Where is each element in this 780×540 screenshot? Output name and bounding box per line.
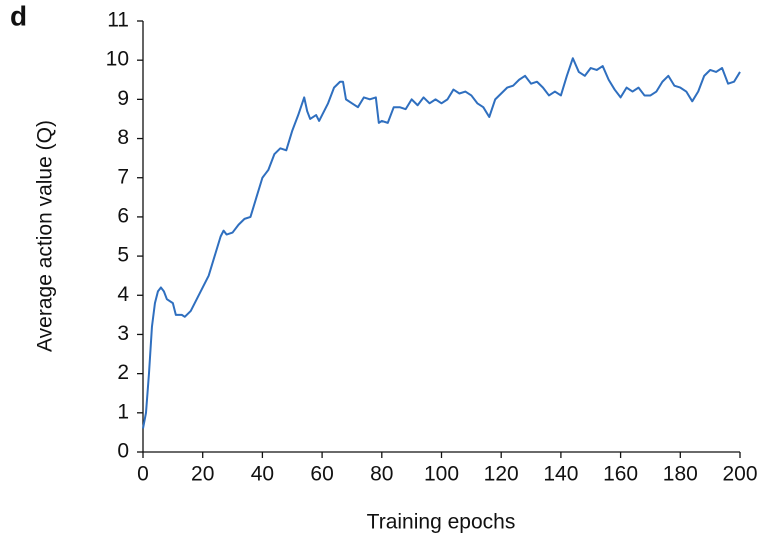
data-line bbox=[142, 57, 741, 429]
y-axis-label: Average action value (Q) bbox=[34, 120, 57, 352]
y-tick-label: 9 bbox=[117, 87, 129, 110]
y-tick-label: 7 bbox=[117, 165, 129, 188]
y-tick-label: 6 bbox=[117, 204, 129, 227]
x-axis-label: Training epochs bbox=[367, 511, 516, 534]
y-tick-label: 1 bbox=[117, 400, 129, 423]
x-tick-label: 40 bbox=[251, 463, 274, 486]
x-tick-label: 0 bbox=[137, 463, 149, 486]
x-tick-label: 80 bbox=[370, 463, 393, 486]
x-tick-label: 160 bbox=[603, 463, 638, 486]
y-tick-label: 2 bbox=[117, 361, 129, 384]
y-tick-label: 10 bbox=[106, 48, 129, 71]
x-tick-label: 140 bbox=[543, 463, 578, 486]
y-tick-label: 0 bbox=[117, 440, 129, 463]
y-tick-label: 4 bbox=[117, 283, 129, 306]
x-tick-label: 60 bbox=[310, 463, 333, 486]
y-tick-label: 11 bbox=[107, 9, 129, 32]
y-tick-label: 8 bbox=[117, 126, 129, 149]
x-tick-label: 180 bbox=[663, 463, 698, 486]
x-tick-label: 200 bbox=[722, 463, 757, 486]
x-tick-label: 20 bbox=[191, 463, 214, 486]
x-tick-label: 100 bbox=[424, 463, 459, 486]
panel-label: d bbox=[10, 0, 27, 31]
y-tick-label: 5 bbox=[117, 244, 129, 267]
y-tick-label: 3 bbox=[117, 322, 129, 345]
x-tick-label: 120 bbox=[484, 463, 519, 486]
